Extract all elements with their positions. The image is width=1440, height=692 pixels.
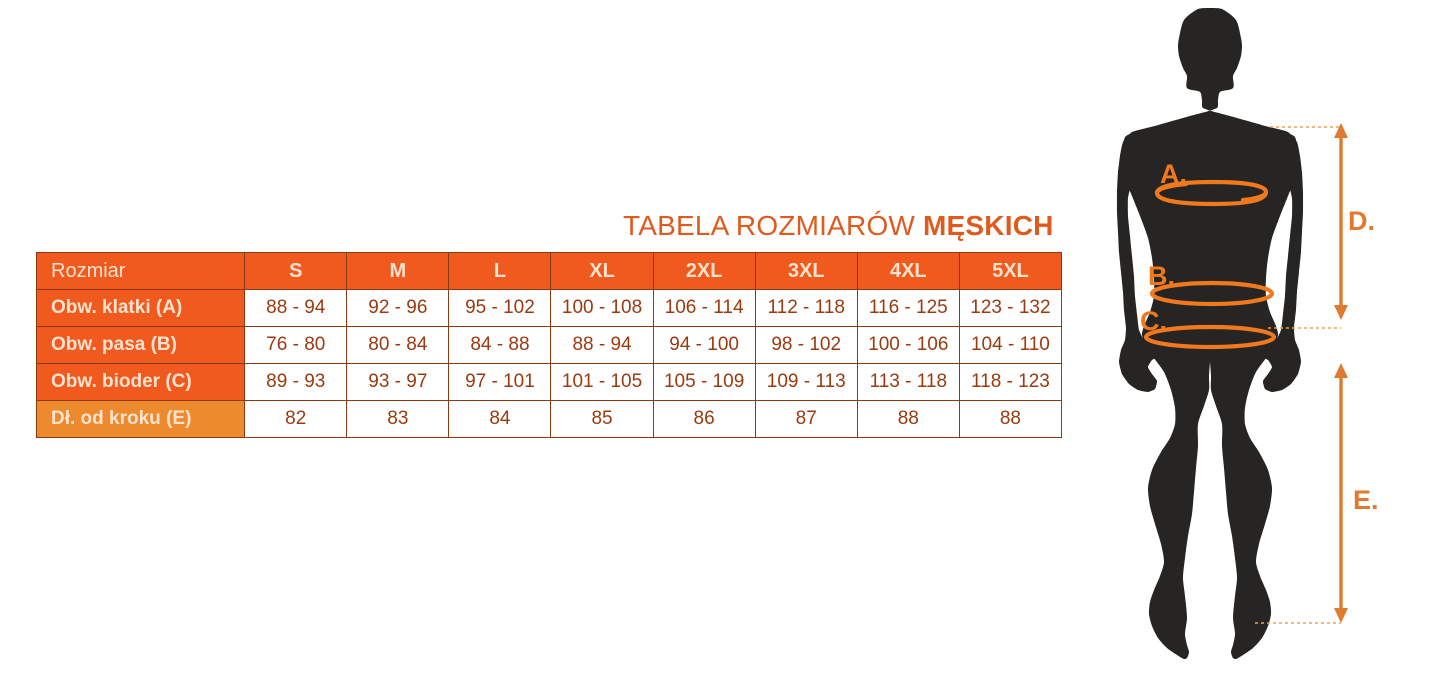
svg-text:E.: E. [1353,485,1379,515]
svg-text:D.: D. [1348,206,1375,236]
